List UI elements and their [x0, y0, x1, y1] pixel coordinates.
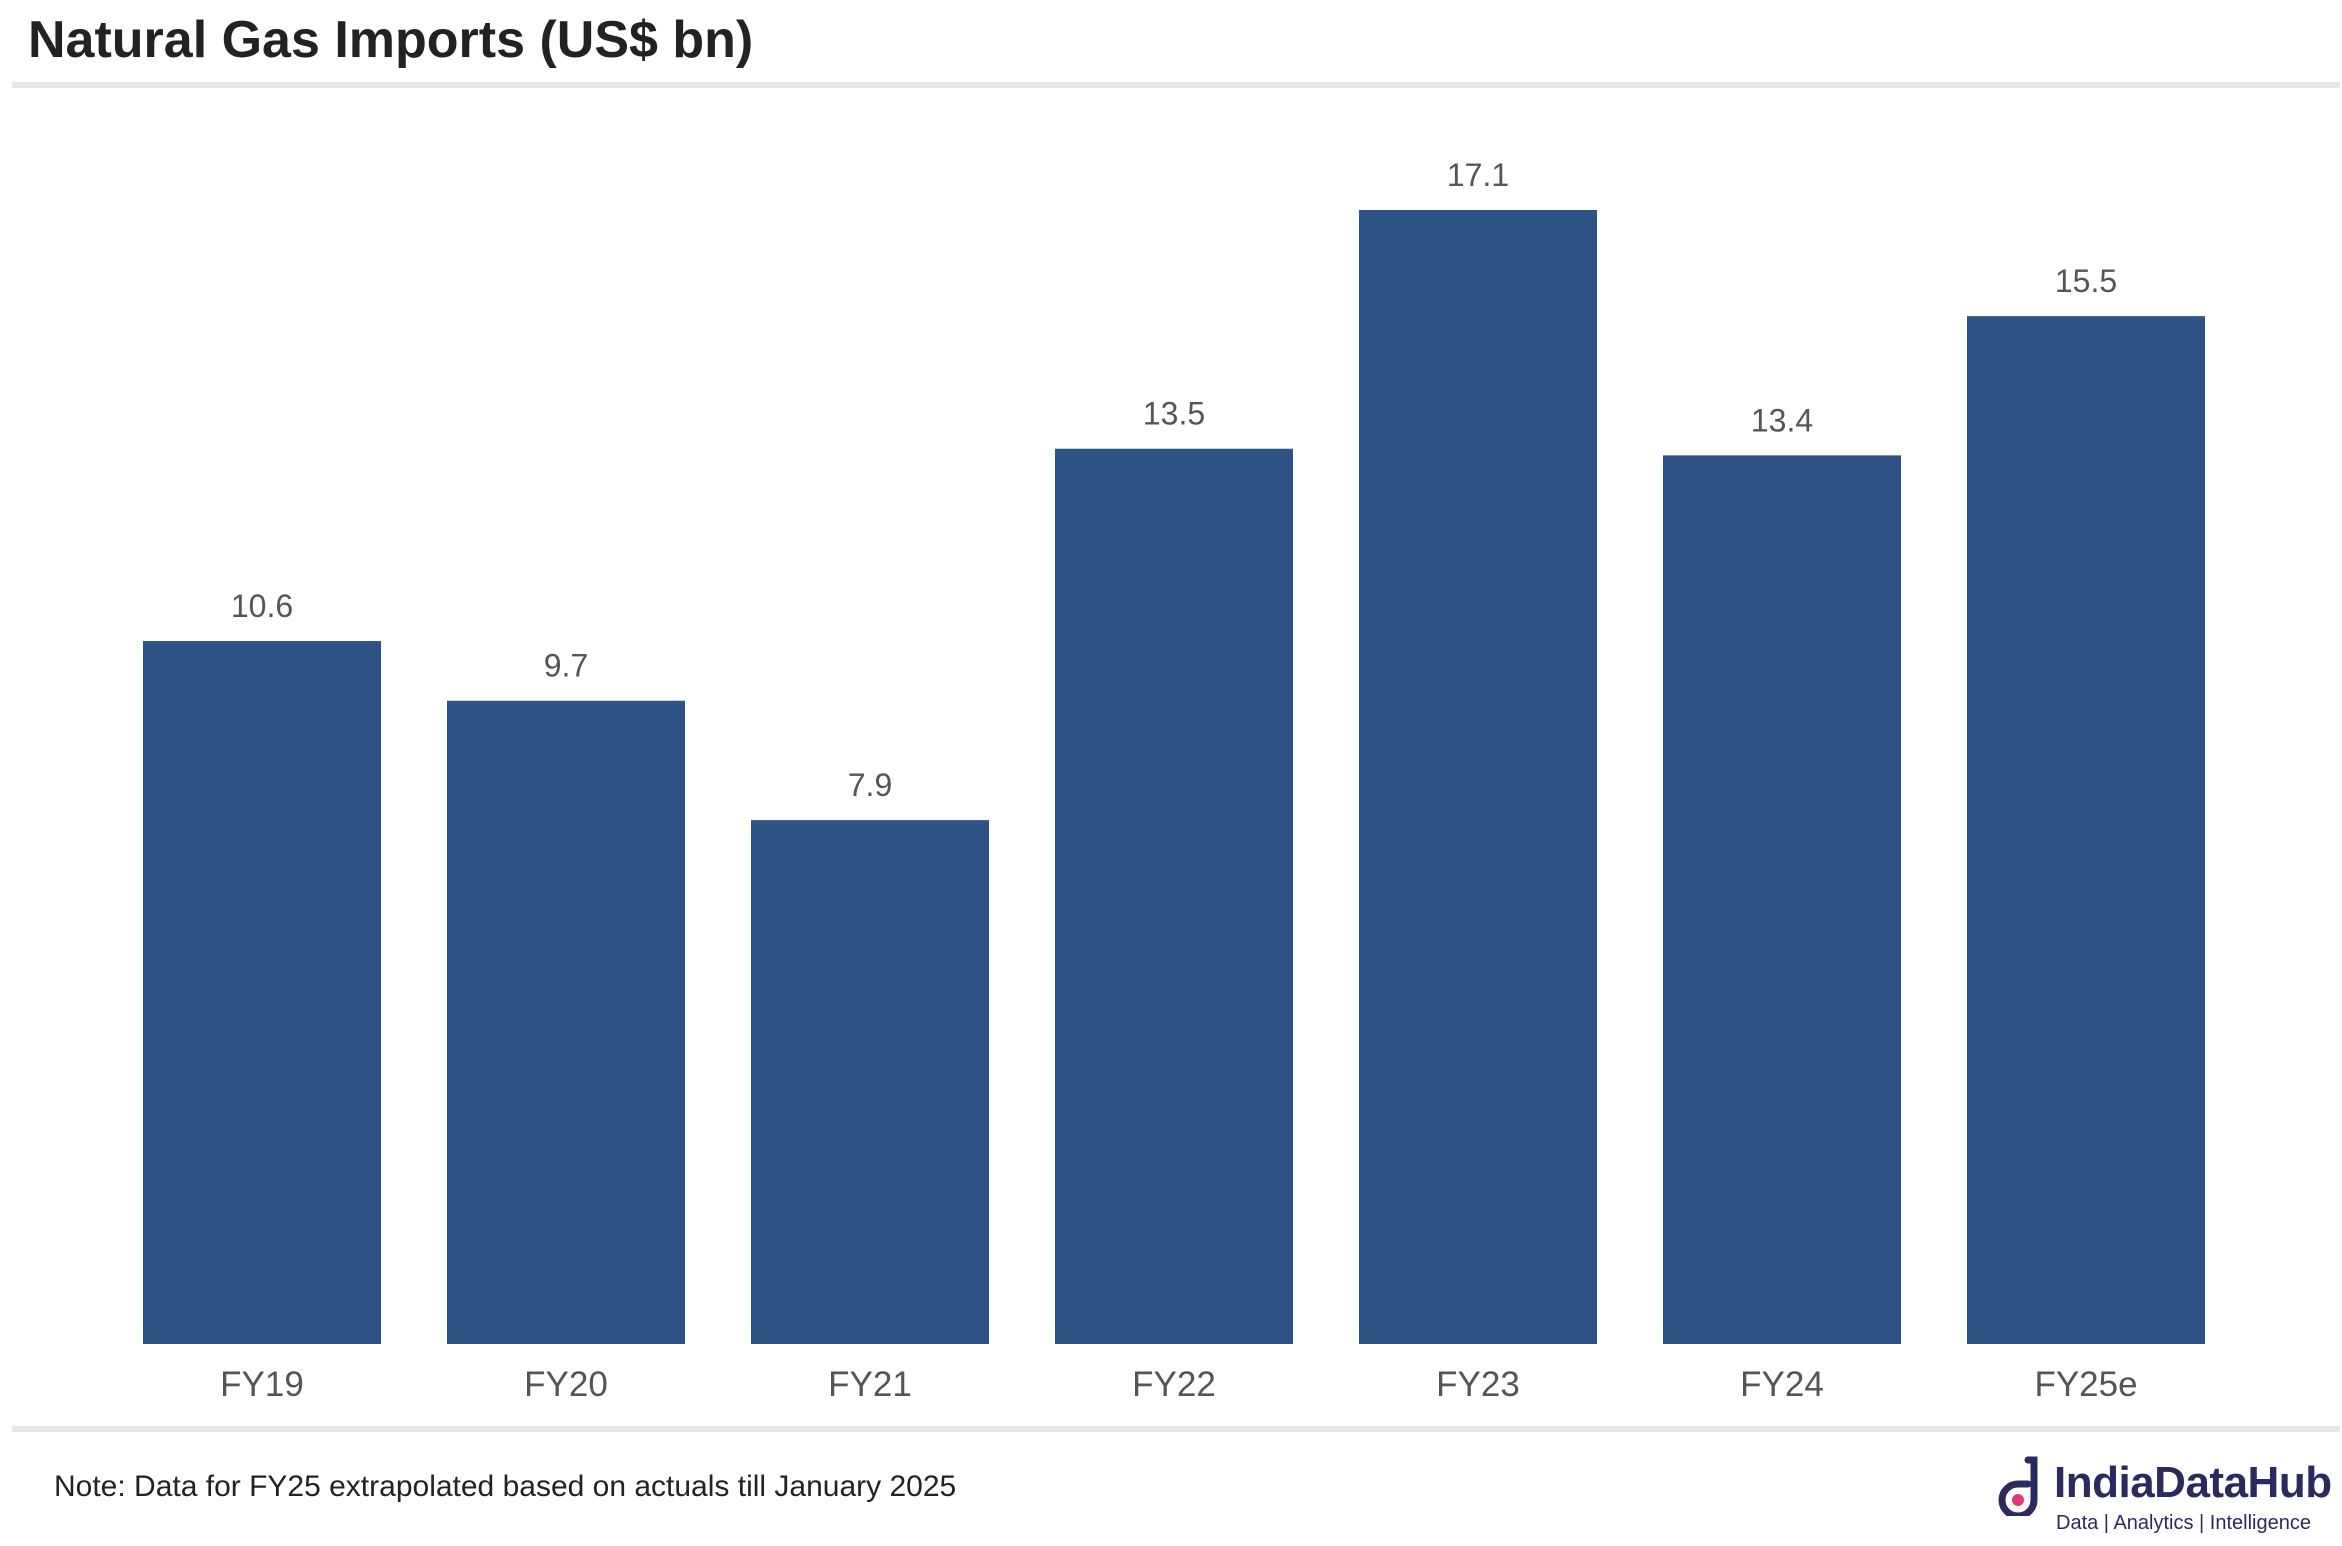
value-labels-group: 10.6 9.7 7.9 13.5 17.1 13.4 15.5: [231, 157, 2117, 803]
bar-fy20: [447, 700, 685, 1344]
brand-logo: IndiaDataHub Data | Analytics | Intellig…: [1998, 1456, 2338, 1540]
bar-fy24: [1663, 455, 1901, 1344]
bar-fy25e: [1967, 316, 2205, 1345]
bar-fy19: [143, 641, 381, 1344]
category-label-fy22: FY22: [1132, 1365, 1216, 1404]
category-label-fy21: FY21: [828, 1365, 912, 1404]
bottom-divider: [12, 1426, 2340, 1432]
chart-title: Natural Gas Imports (US$ bn): [28, 11, 754, 69]
top-divider: [12, 82, 2340, 88]
value-label-fy25e: 15.5: [2055, 263, 2117, 299]
category-label-fy24: FY24: [1740, 1365, 1824, 1404]
brand-name: IndiaDataHub: [2054, 1458, 2332, 1507]
bar-fy23: [1359, 210, 1597, 1344]
value-label-fy20: 9.7: [544, 648, 588, 684]
category-labels-group: FY19 FY20 FY21 FY22 FY23 FY24 FY25e: [220, 1365, 2137, 1404]
category-label-fy23: FY23: [1436, 1365, 1520, 1404]
value-label-fy19: 10.6: [231, 588, 293, 624]
value-label-fy21: 7.9: [848, 767, 892, 803]
bars-group: [143, 210, 2205, 1345]
category-label-fy25e: FY25e: [2034, 1365, 2137, 1404]
value-label-fy22: 13.5: [1143, 396, 1205, 432]
value-label-fy23: 17.1: [1447, 157, 1509, 193]
category-label-fy20: FY20: [524, 1365, 608, 1404]
value-label-fy24: 13.4: [1751, 402, 1813, 438]
bar-fy22: [1055, 448, 1293, 1345]
category-label-fy19: FY19: [220, 1365, 304, 1404]
bar-chart: 10.69.77.913.517.113.415.5 FY19 FY20 FY21 F…: [143, 157, 2205, 1404]
brand-tagline: Data | Analytics | Intelligence: [2056, 1512, 2311, 1534]
bar-fy21: [751, 820, 989, 1344]
footnote: Note: Data for FY25 extrapolated based o…: [54, 1470, 957, 1503]
indiadatahub-logo-icon: [1998, 1456, 2038, 1516]
